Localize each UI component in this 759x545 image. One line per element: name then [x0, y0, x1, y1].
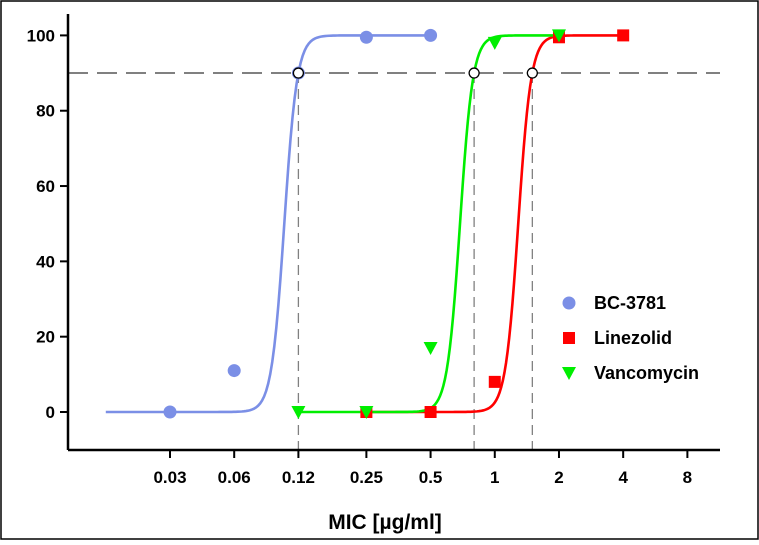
y-tick-label: 100 [27, 26, 55, 45]
axes [66, 14, 720, 452]
fit-curve [105, 34, 431, 414]
data-point [291, 406, 306, 419]
legend-label: BC-3781 [594, 293, 666, 313]
legend: BC-3781 Linezolid Vancomycin [562, 293, 699, 383]
x-axis-label: MIC [µg/ml] [328, 511, 442, 534]
guide-lines [68, 72, 720, 450]
x-tick-label: 1 [490, 468, 499, 487]
ec90-point [292, 67, 305, 79]
data-point [227, 364, 241, 378]
legend-marker [563, 332, 575, 344]
data-point [488, 375, 501, 388]
data-point [359, 406, 374, 419]
data-point [424, 28, 438, 42]
x-tick-label: 0.03 [153, 468, 186, 487]
y-tick-label: 40 [36, 252, 55, 271]
x-tick-label: 0.12 [282, 468, 315, 487]
data-point [423, 341, 438, 355]
data-point [359, 30, 373, 44]
x-tick-label: 4 [618, 468, 628, 487]
legend-label: Vancomycin [594, 363, 699, 383]
data-points [163, 28, 630, 419]
x-tick-label: 0.25 [350, 468, 383, 487]
x-tick-label: 8 [683, 468, 692, 487]
y-tick-label: 0 [46, 403, 55, 422]
y-tick-label: 80 [36, 102, 55, 121]
legend-marker [562, 367, 576, 380]
x-ticks: 0.03 0.06 0.12 0.25 0.5 1 2 4 8 [153, 450, 692, 487]
y-tick-label: 60 [36, 177, 55, 196]
ec90-point [468, 67, 480, 79]
data-point [551, 29, 566, 43]
data-point [617, 29, 630, 42]
y-tick-label: 20 [36, 328, 55, 347]
y-ticks: 0 20 40 60 80 100 [27, 26, 68, 422]
x-tick-label: 0.5 [419, 468, 443, 487]
ec90-point [526, 67, 538, 79]
legend-label: Linezolid [594, 328, 672, 348]
ec90-markers [292, 67, 538, 79]
x-tick-label: 0.06 [218, 468, 251, 487]
legend-marker [562, 296, 576, 310]
data-point [163, 405, 177, 419]
data-point [487, 36, 502, 50]
x-tick-label: 2 [554, 468, 563, 487]
data-point [424, 406, 437, 418]
